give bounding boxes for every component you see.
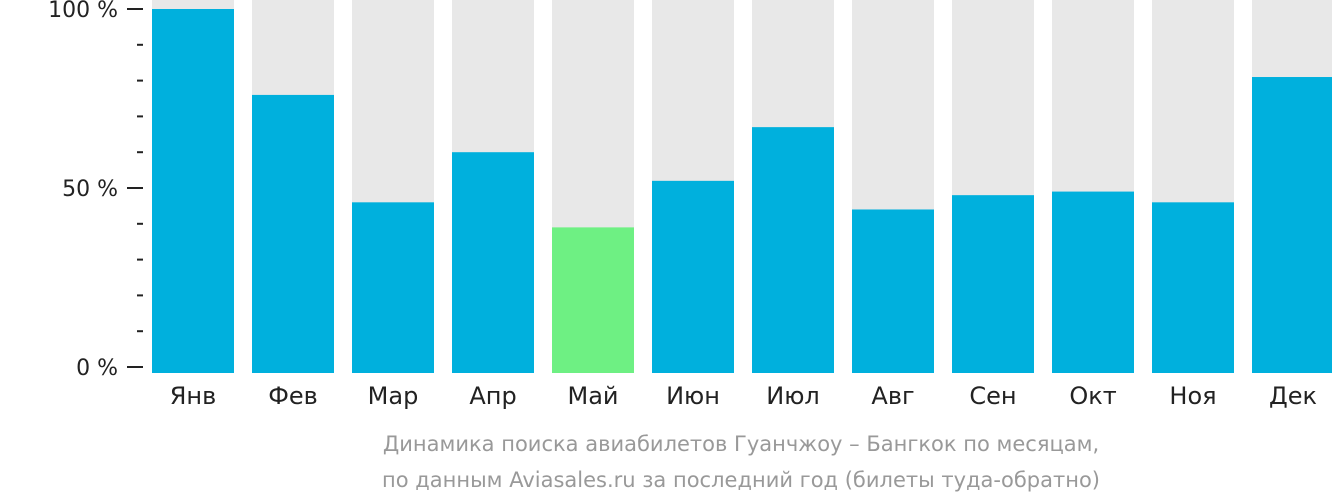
bar-Окт[interactable] — [1052, 191, 1134, 373]
caption-line-2: по данным Aviasales.ru за последний год … — [382, 468, 1100, 492]
value-bars — [152, 9, 1332, 374]
bar-Авг[interactable] — [852, 209, 934, 373]
bar-Сен[interactable] — [952, 195, 1034, 373]
x-tick-label: Ноя — [1169, 382, 1216, 410]
chart-caption: Динамика поиска авиабилетов Гуанчжоу – Б… — [382, 432, 1100, 492]
x-tick-label: Июн — [666, 382, 720, 410]
bar-Апр[interactable] — [452, 152, 534, 373]
bar-Июл[interactable] — [752, 127, 834, 373]
x-tick-label: Окт — [1069, 382, 1116, 410]
x-tick-label: Май — [567, 382, 618, 410]
bar-Ноя[interactable] — [1152, 202, 1234, 373]
x-tick-label: Янв — [170, 382, 217, 410]
bar-Дек[interactable] — [1252, 77, 1332, 374]
x-tick-label: Мар — [368, 382, 419, 410]
x-tick-label: Апр — [469, 382, 516, 410]
caption-line-1: Динамика поиска авиабилетов Гуанчжоу – Б… — [383, 432, 1099, 456]
bar-Фев[interactable] — [252, 94, 334, 374]
y-tick-label: 100 % — [48, 0, 118, 23]
bar-Мар[interactable] — [352, 202, 434, 373]
x-tick-label: Сен — [969, 382, 1016, 410]
x-axis: Янв Фев Мар Апр Май Июн Июл Авг Сен Окт Ноя Дек — [170, 382, 1317, 410]
x-tick-label: Дек — [1269, 382, 1317, 410]
x-tick-label: Авг — [871, 382, 914, 410]
y-tick-label: 0 % — [76, 356, 118, 381]
y-axis: 0 % 50 % 100 % — [48, 0, 143, 381]
y-tick-label: 50 % — [62, 177, 118, 202]
bar-Янв[interactable] — [152, 9, 234, 373]
bar-Июн[interactable] — [652, 180, 734, 373]
x-tick-label: Июл — [766, 382, 820, 410]
x-tick-label: Фев — [268, 382, 318, 410]
bar-Май[interactable] — [552, 227, 634, 373]
